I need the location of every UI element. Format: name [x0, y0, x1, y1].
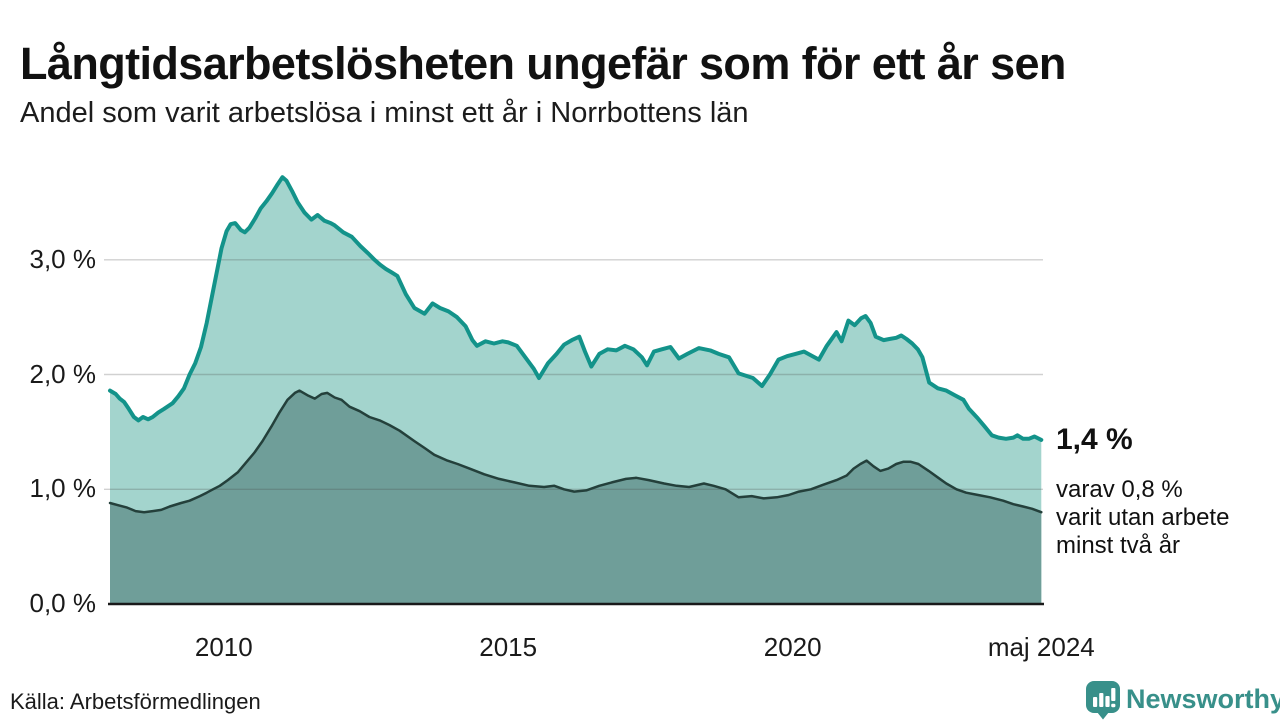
x-axis-tick-label: 2010: [194, 632, 253, 662]
newsworthy-logo-icon: [1086, 681, 1120, 720]
sub-label-line-1: varav 0,8 %: [1056, 476, 1183, 503]
area-2yr: [110, 390, 1042, 604]
x-axis-tick-label: 2015: [479, 632, 538, 662]
y-axis-tick-label: 3,0 %: [29, 243, 97, 274]
chart-title: Långtidsarbetslösheten ungefär som för e…: [20, 38, 1066, 90]
x-axis-tick-label: 2020: [763, 632, 822, 662]
y-axis-tick-label: 1,0 %: [29, 473, 97, 504]
source-label: Källa: Arbetsförmedlingen: [10, 689, 261, 714]
x-axis-tick-label: maj 2024: [987, 632, 1095, 662]
line-1yr: [108, 175, 1044, 442]
newsworthy-brand-text: Newsworthy: [1126, 684, 1280, 714]
sub-label-line-2: varit utan arbete: [1056, 504, 1230, 531]
y-axis-tick-label: 0,0 %: [29, 588, 97, 618]
chart-subtitle: Andel som varit arbetslösa i minst ett å…: [20, 97, 749, 129]
line-end-sub-label: varav 0,8 % varit utan arbete minst två …: [1056, 476, 1229, 560]
line-2yr: [108, 389, 1043, 514]
line-end-value-label: 1,4 %: [1056, 423, 1133, 456]
y-axis-tick-label: 2,0 %: [29, 358, 97, 389]
sub-label-line-3: minst två år: [1056, 532, 1181, 559]
